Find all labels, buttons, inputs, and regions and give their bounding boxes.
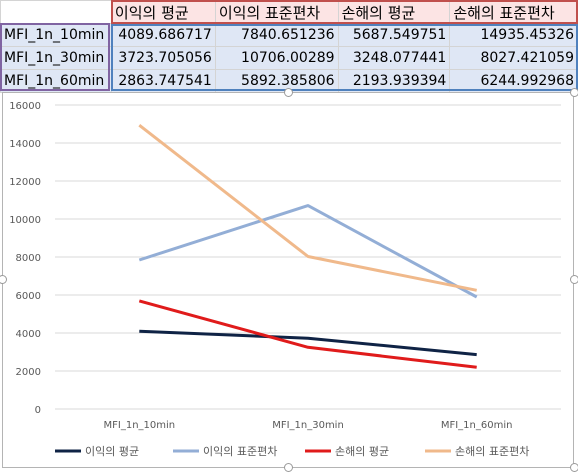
value-cell[interactable]: 6244.992968 bbox=[449, 69, 578, 93]
y-tick-label: 4000 bbox=[16, 329, 41, 340]
header-cell[interactable]: 손해의 표준편차 bbox=[449, 0, 578, 24]
value-cell[interactable]: 3248.077441 bbox=[337, 46, 451, 70]
header-row: 이익의 평균 이익의 표준편차 손해의 평균 손해의 표준편차 bbox=[0, 0, 578, 24]
y-tick-label: 0 bbox=[35, 405, 41, 416]
spreadsheet-range: 이익의 평균 이익의 표준편차 손해의 평균 손해의 표준편차 MFI_1n_1… bbox=[0, 0, 578, 93]
y-tick-label: 10000 bbox=[9, 215, 41, 226]
resize-handle-right[interactable] bbox=[570, 275, 578, 284]
value-cell[interactable]: 2193.939394 bbox=[337, 69, 451, 93]
value-cell[interactable]: 3723.705056 bbox=[110, 46, 216, 70]
resize-handle-top-right[interactable] bbox=[570, 88, 578, 97]
line-chart[interactable]: 0 2000 4000 6000 8000 10000 12000 14000 16000 MFI… bbox=[2, 92, 574, 468]
value-cell[interactable]: 7840.651236 bbox=[214, 23, 339, 47]
legend-label: 이익의 표준편차 bbox=[203, 445, 277, 458]
series-line-3 bbox=[138, 299, 477, 369]
legend-label: 이익의 평균 bbox=[85, 445, 139, 458]
data-table: 이익의 평균 이익의 표준편차 손해의 평균 손해의 표준편차 MFI_1n_1… bbox=[0, 0, 578, 93]
header-cell[interactable]: 이익의 표준편차 bbox=[214, 0, 339, 24]
chart-plot: 0 2000 4000 6000 8000 10000 12000 14000 16000 MFI… bbox=[9, 101, 561, 458]
x-tick-label: MFI_1n_10min bbox=[104, 420, 176, 431]
series-line-4 bbox=[138, 124, 477, 292]
y-tick-label: 12000 bbox=[9, 177, 41, 188]
resize-handle-left[interactable] bbox=[0, 275, 7, 284]
value-cell[interactable]: 5687.549751 bbox=[337, 23, 451, 47]
legend-label: 손해의 표준편차 bbox=[455, 444, 529, 458]
value-cell[interactable]: 10706.00289 bbox=[214, 46, 339, 70]
series-line-1 bbox=[139, 329, 477, 357]
y-tick-label: 8000 bbox=[16, 253, 41, 264]
value-cell[interactable]: 8027.421059 bbox=[449, 46, 578, 70]
x-tick-label: MFI_1n_30min bbox=[272, 420, 344, 431]
value-cell[interactable]: 4089.686717 bbox=[110, 23, 216, 47]
value-cell[interactable]: 5892.385806 bbox=[214, 69, 339, 93]
header-cell[interactable]: 손해의 평균 bbox=[337, 0, 451, 24]
table-row: MFI_1n_10min 4089.686717 7840.651236 568… bbox=[0, 23, 578, 47]
y-tick-label: 16000 bbox=[9, 101, 41, 112]
header-cell[interactable]: 이익의 평균 bbox=[110, 0, 216, 24]
row-label-cell[interactable]: MFI_1n_60min bbox=[0, 69, 112, 93]
table-row: MFI_1n_30min 3723.705056 10706.00289 324… bbox=[0, 46, 578, 70]
x-tick-label: MFI_1n_60min bbox=[441, 420, 513, 431]
legend-label: 손해의 평균 bbox=[335, 444, 389, 458]
y-tick-label: 2000 bbox=[16, 367, 41, 378]
corner-cell[interactable] bbox=[0, 0, 112, 24]
y-tick-label: 14000 bbox=[9, 139, 41, 150]
value-cell[interactable]: 2863.747541 bbox=[110, 69, 216, 93]
value-cell[interactable]: 14935.45326 bbox=[449, 23, 578, 47]
row-label-cell[interactable]: MFI_1n_30min bbox=[0, 46, 112, 70]
y-tick-label: 6000 bbox=[16, 291, 41, 302]
row-label-cell[interactable]: MFI_1n_10min bbox=[0, 23, 112, 47]
series-line-2 bbox=[138, 204, 478, 299]
resize-handle-top[interactable] bbox=[284, 88, 293, 97]
